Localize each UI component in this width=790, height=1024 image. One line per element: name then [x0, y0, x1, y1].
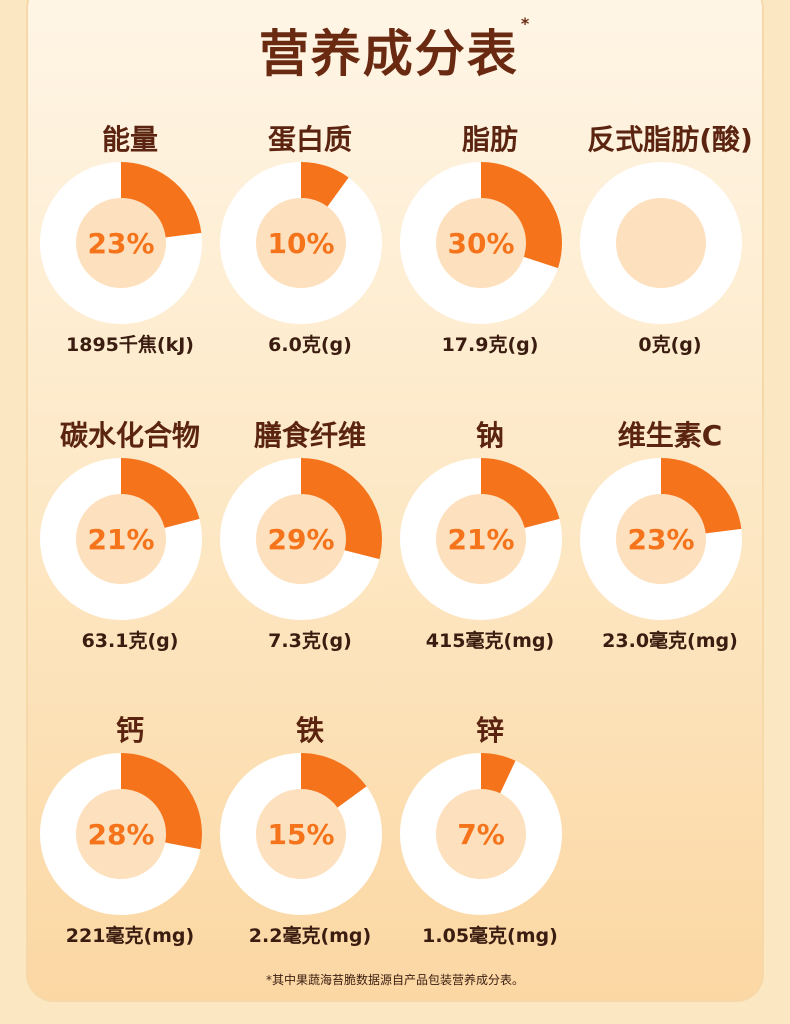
nutrient-item: 铁 15% 2.2毫克(mg) [220, 709, 400, 959]
nutrient-amount: 63.1克(g) [81, 630, 179, 652]
percent-label: 29% [267, 523, 334, 556]
nutrient-amount: 17.9克(g) [441, 334, 539, 356]
nutrient-name: 蛋白质 [267, 123, 352, 156]
nutrient-item: 蛋白质 10% 6.0克(g) [220, 118, 400, 368]
nutrient-amount: 23.0毫克(mg) [602, 630, 738, 652]
nutrient-name: 碳水化合物 [59, 419, 200, 452]
page-title: 营养成分表* [0, 14, 790, 86]
donut-slice [400, 753, 562, 915]
nutrient-amount: 0克(g) [638, 334, 702, 356]
percent-label: 28% [87, 818, 154, 851]
percent-label: 23% [627, 523, 694, 556]
nutrient-amount: 221毫克(mg) [65, 925, 195, 947]
nutrient-name: 钙 [115, 714, 144, 747]
nutrient-item: 钠 21% 415毫克(mg) [400, 414, 580, 664]
nutrient-amount: 6.0克(g) [268, 334, 352, 356]
donut-slice [220, 162, 382, 324]
donut-chart: 23% [580, 458, 742, 620]
donut-chart: 28% [40, 753, 202, 915]
nutrient-item: 锌 7% 1.05毫克(mg) [400, 709, 580, 959]
nutrient-name: 锌 [475, 714, 504, 747]
nutrient-name: 脂肪 [461, 123, 518, 156]
donut-chart: 10% [220, 162, 382, 324]
percent-label: 23% [87, 227, 154, 260]
nutrient-name: 铁 [295, 714, 324, 747]
nutrient-amount: 415毫克(mg) [425, 630, 555, 652]
nutrient-amount: 2.2毫克(mg) [248, 925, 372, 947]
donut-chart: 30% [400, 162, 562, 324]
donut-chart: 15% [220, 753, 382, 915]
percent-label: 21% [87, 523, 154, 556]
donut-chart: 29% [220, 458, 382, 620]
nutrient-amount: 1895千焦(kJ) [66, 334, 194, 356]
nutrient-item: 反式脂肪(酸) 0克(g) [580, 118, 760, 368]
nutrient-item: 脂肪 30% 17.9克(g) [400, 118, 580, 368]
percent-label: 21% [447, 523, 514, 556]
title-footnote-marker: * [520, 14, 532, 33]
donut-slice [220, 458, 382, 620]
nutrient-name: 膳食纤维 [253, 419, 366, 452]
nutrient-item: 钙 28% 221毫克(mg) [40, 709, 220, 959]
percent-label: 30% [447, 227, 514, 260]
nutrient-name: 反式脂肪(酸) [587, 123, 753, 156]
donut-slice [40, 162, 202, 324]
donut-chart: 21% [40, 458, 202, 620]
percent-label: 10% [267, 227, 334, 260]
nutrient-amount: 7.3克(g) [268, 630, 352, 652]
donut-slice [220, 753, 382, 915]
donut-slice [580, 458, 742, 620]
donut-slice [40, 458, 202, 620]
title-text: 营养成分表 [258, 25, 519, 83]
nutrient-amount: 1.05毫克(mg) [422, 925, 558, 947]
donut-slice [40, 753, 202, 915]
donut-chart: 23% [40, 162, 202, 324]
percent-label: 15% [267, 818, 334, 851]
donut-slice [400, 458, 562, 620]
donut-chart: 7% [400, 753, 562, 915]
nutrient-item: 碳水化合物 21% 63.1克(g) [40, 414, 220, 664]
percent-label: 7% [457, 818, 505, 851]
nutrient-name: 能量 [101, 123, 158, 156]
nutrient-item: 膳食纤维 29% 7.3克(g) [220, 414, 400, 664]
nutrient-item: 维生素C 23% 23.0毫克(mg) [580, 414, 760, 664]
nutrient-item: 能量 23% 1895千焦(kJ) [40, 118, 220, 368]
nutrient-name: 维生素C [617, 419, 723, 452]
footnote: *其中果蔬海苔脆数据源自产品包装营养成分表。 [265, 973, 524, 987]
nutrient-name: 钠 [475, 419, 504, 452]
donut-slice [400, 162, 562, 324]
donut-chart [580, 162, 742, 324]
donut-ring [580, 162, 742, 324]
donut-chart: 21% [400, 458, 562, 620]
